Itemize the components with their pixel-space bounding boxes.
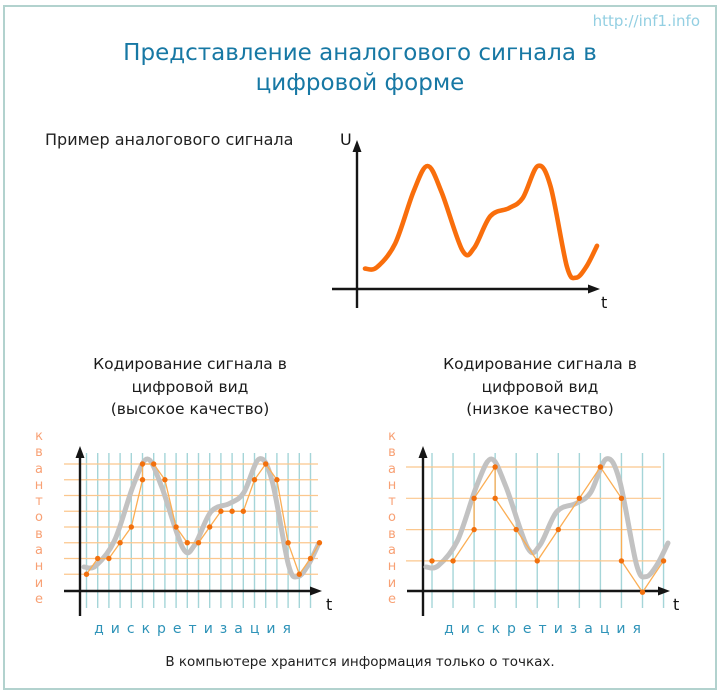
sample-dot	[576, 495, 583, 501]
quant-letter: и	[387, 575, 397, 591]
quant-letter: в	[35, 445, 43, 461]
high-quality-chart-title: Кодирование сигнала в цифровой вид (высо…	[40, 353, 340, 421]
quant-letter: н	[387, 477, 397, 493]
sample-dot	[555, 526, 561, 533]
quant-letter: о	[35, 510, 43, 526]
sample-dot	[207, 524, 213, 530]
analog-signal-chart	[332, 140, 600, 308]
quant-letter: а	[388, 543, 396, 559]
quant-letter: н	[387, 559, 397, 575]
quant-letter: в	[35, 526, 43, 542]
quant-letter: т	[35, 494, 43, 510]
sample-dot	[128, 524, 134, 530]
analog-reference-curve	[423, 456, 671, 580]
sample-dot	[618, 558, 625, 564]
quant-letter: е	[388, 591, 396, 607]
sample-dot	[195, 540, 202, 546]
site-url[interactable]: http://inf1.info	[592, 12, 700, 30]
sample-dot	[263, 461, 269, 467]
hq-title-line: цифровой вид	[131, 377, 249, 396]
sample-dot	[296, 571, 302, 577]
sample-dot	[492, 464, 498, 470]
sample-dot	[660, 558, 667, 564]
sample-dot	[429, 558, 435, 564]
sample-dot	[173, 524, 179, 530]
sample-dot	[106, 555, 112, 562]
lq-title-line: цифровой вид	[481, 377, 599, 396]
sampling-axis-label-hq: дискретизация	[94, 621, 298, 637]
low-quality-chart-title: Кодирование сигнала в цифровой вид (низк…	[390, 353, 690, 421]
quant-letter: о	[388, 510, 396, 526]
quant-letter: н	[34, 559, 44, 575]
quant-letter: т	[388, 494, 396, 510]
t-axis-label-hq: t	[326, 595, 333, 614]
quant-letter: е	[35, 591, 43, 607]
t-axis-label-analog: t	[601, 293, 608, 312]
footer-caption: В компьютере хранится информация только …	[165, 654, 555, 670]
sample-dot	[597, 464, 604, 470]
high-quality-digitization-chart	[64, 446, 323, 616]
quant-letter: а	[35, 461, 43, 477]
quant-letter: к	[388, 429, 396, 444]
sample-dot	[184, 540, 190, 546]
quant-letter: в	[388, 445, 396, 461]
quant-letter: н	[34, 477, 44, 493]
hq-title-line: Кодирование сигнала в	[93, 355, 287, 373]
quant-letter: а	[388, 461, 396, 477]
sample-dot	[162, 477, 168, 483]
sample-dot	[450, 558, 456, 564]
sample-dot	[240, 508, 246, 514]
sample-dot	[139, 461, 146, 467]
analog-reference-curve	[81, 456, 322, 580]
sample-dot	[229, 508, 235, 514]
sample-dot	[639, 589, 646, 595]
sample-dot	[218, 508, 224, 514]
sample-dot	[251, 477, 258, 483]
sample-dot	[95, 555, 101, 562]
t-axis-label-lq: t	[673, 595, 680, 614]
sample-dot	[285, 540, 291, 546]
analog-example-label: Пример аналогового сигнала	[45, 130, 294, 149]
analog-signal-curve	[362, 163, 600, 281]
sample-dot	[307, 555, 314, 562]
sample-dot	[274, 477, 280, 483]
sample-dot	[471, 526, 477, 533]
sample-dot	[471, 495, 477, 501]
quant-letter: в	[388, 526, 396, 542]
sampling-axis-label-lq: дискретизация	[444, 621, 648, 637]
quant-letter: к	[35, 429, 43, 444]
lq-title-line: (низкое качество)	[466, 400, 614, 418]
sample-dot	[534, 558, 540, 564]
hq-title-line: (высокое качество)	[110, 400, 270, 418]
lq-title-line: Кодирование сигнала в	[443, 355, 637, 373]
sample-dot	[492, 495, 498, 501]
sample-dot	[117, 540, 123, 546]
page-title: Представление аналогового сигнала в цифр…	[123, 40, 597, 96]
sample-dot	[316, 540, 323, 546]
u-axis-label: U	[340, 130, 352, 149]
sample-dot	[83, 571, 90, 577]
low-quality-digitization-chart	[406, 446, 671, 616]
sample-dot	[618, 495, 625, 501]
quant-letter: и	[34, 575, 44, 591]
sample-dot	[139, 477, 146, 483]
quant-letter: а	[35, 543, 43, 559]
sample-dot	[513, 526, 519, 533]
sample-dot	[151, 461, 157, 467]
